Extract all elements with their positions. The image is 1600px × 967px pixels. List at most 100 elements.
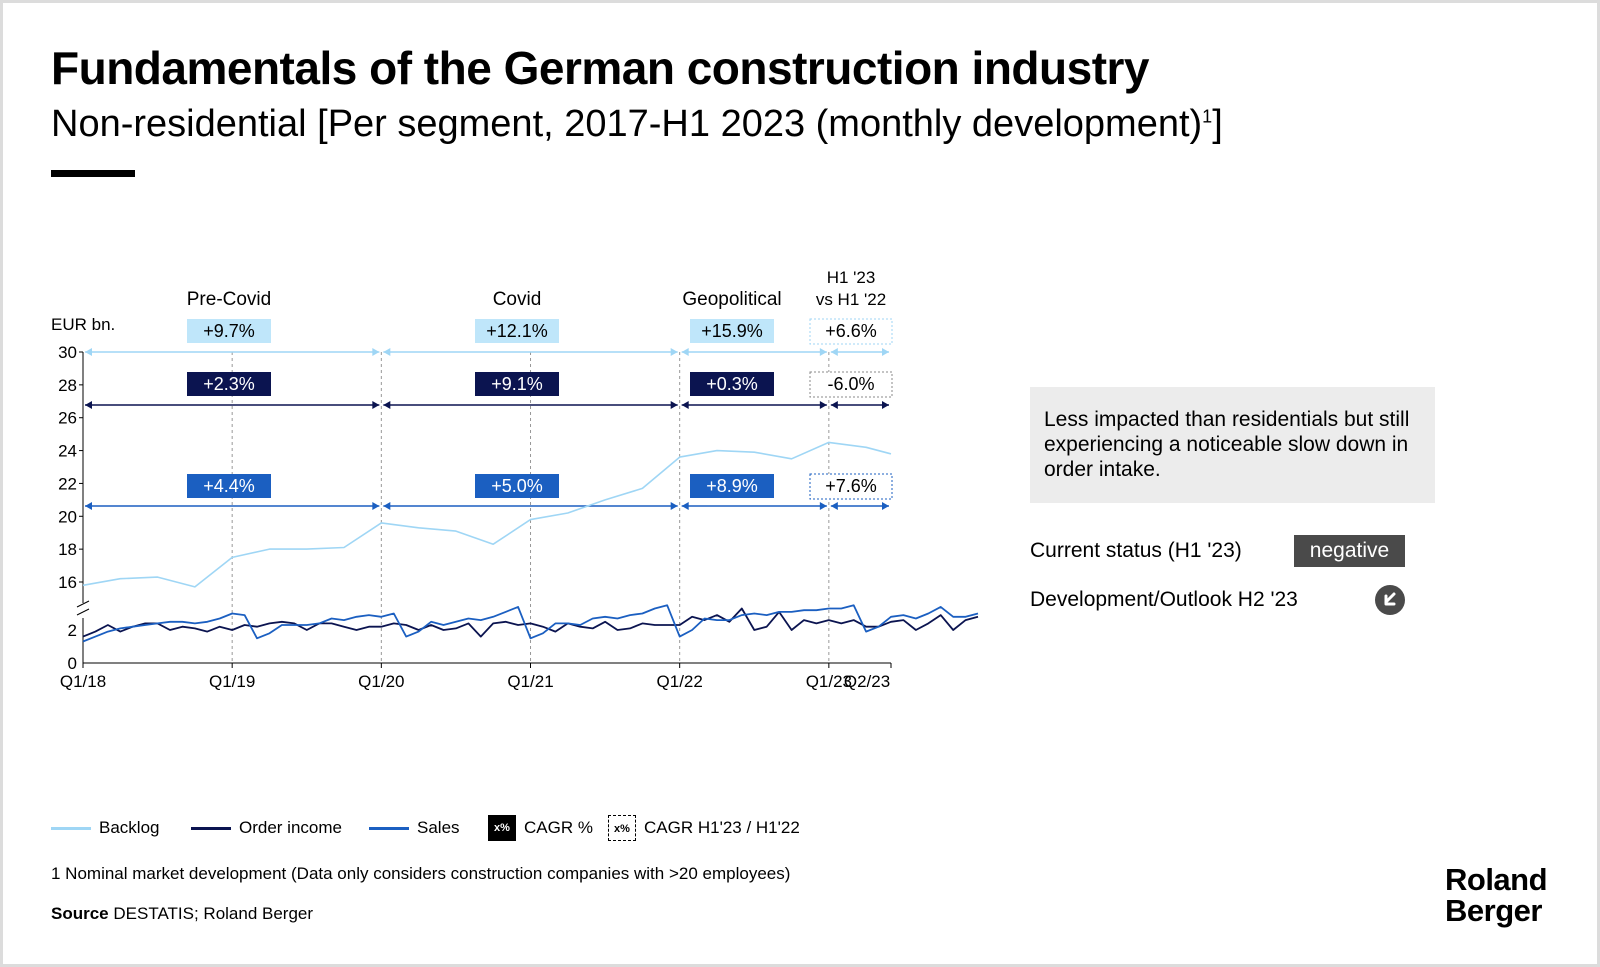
arrow-down-left-icon: [1375, 585, 1405, 615]
x-tick-label: Q1/18: [60, 672, 106, 691]
legend-swatch: [191, 826, 231, 830]
x-tick-label: Q1/23: [806, 672, 852, 691]
cagr-value: +2.3%: [203, 374, 255, 394]
legend-item-order-income: Order income: [191, 813, 342, 843]
cagr-h1-box: [809, 371, 893, 398]
cagr-h1-value: -6.0%: [827, 374, 874, 394]
cagr-box: [187, 319, 271, 343]
y-tick-label: 22: [58, 474, 77, 493]
legend-item-backlog: Backlog: [51, 813, 159, 843]
cagr-box: [690, 474, 774, 498]
subtitle-text: Non-residential [Per segment, 2017-H1 20…: [51, 103, 1203, 145]
y-tick-label: 20: [58, 507, 77, 526]
period-header-h1: vs H1 '22: [816, 290, 886, 309]
y-tick-label: 28: [58, 376, 77, 395]
cagr-arrowhead: [882, 502, 889, 510]
axis-break-mark: [76, 608, 90, 616]
cagr-value: +0.3%: [706, 374, 758, 394]
legend-label: Order income: [239, 818, 342, 837]
cagr-arrowhead: [681, 348, 689, 356]
cagr-arrowhead: [85, 401, 92, 409]
cagr-box: [475, 319, 559, 343]
cagr-box: [475, 372, 559, 396]
legend-label: CAGR H1'23 / H1'22: [644, 818, 800, 837]
callout-box: Less impacted than residentials but stil…: [1030, 387, 1435, 503]
cagr-h1-box: [809, 318, 893, 345]
status-badge: negative: [1294, 535, 1405, 567]
cagr-arrowhead: [819, 348, 827, 356]
cagr-arrowhead: [681, 401, 689, 409]
slide: Fundamentals of the German construction …: [3, 3, 1597, 964]
source-label: Source: [51, 904, 109, 923]
cagr-value: +4.4%: [203, 476, 255, 496]
outlook-label: Development/Outlook H2 '23: [1030, 588, 1298, 611]
legend-swatch: [51, 826, 91, 830]
cagr-arrowhead: [670, 348, 678, 356]
cagr-arrowhead: [830, 348, 838, 356]
subtitle-footnote-marker: 1: [1202, 106, 1213, 127]
cagr-arrowhead: [882, 401, 889, 409]
cagr-arrowhead: [670, 502, 678, 510]
x-tick-label: Q1/20: [358, 672, 404, 691]
cagr-value: +8.9%: [706, 476, 758, 496]
series-line-sales: [82, 604, 979, 643]
x-tick-label: Q1/19: [209, 672, 255, 691]
cagr-box: [187, 372, 271, 396]
cagr-arrowhead: [383, 502, 391, 510]
cagr-h1-box: [809, 473, 893, 500]
legend-cagr-h1-box: x%: [608, 815, 636, 841]
page-subtitle: Non-residential [Per segment, 2017-H1 20…: [51, 103, 1223, 146]
title-rule: [51, 170, 135, 177]
y-tick-label: 26: [58, 409, 77, 428]
cagr-value: +9.7%: [203, 321, 255, 341]
legend-item-sales: Sales: [369, 813, 460, 843]
series-line-order-income: [82, 607, 979, 638]
cagr-arrowhead: [830, 401, 838, 409]
axis-break-mark: [76, 600, 90, 608]
cagr-value: +5.0%: [491, 476, 543, 496]
cagr-arrowhead: [85, 348, 92, 356]
cagr-arrowhead: [681, 502, 689, 510]
x-tick-label: Q2/23: [844, 672, 890, 691]
cagr-arrowhead: [819, 401, 827, 409]
source-text: DESTATIS; Roland Berger: [113, 904, 314, 923]
cagr-h1-value: +6.6%: [825, 321, 877, 341]
x-tick-label: Q1/21: [507, 672, 553, 691]
footnote: 1 Nominal market development (Data only …: [51, 864, 791, 883]
cagr-arrowhead: [383, 401, 391, 409]
cagr-arrowhead: [882, 348, 889, 356]
legend-label: Backlog: [99, 818, 160, 837]
cagr-value: +12.1%: [486, 321, 548, 341]
source-note: Source DESTATIS; Roland Berger: [51, 904, 313, 924]
cagr-arrowhead: [383, 348, 391, 356]
cagr-value: +15.9%: [701, 321, 763, 341]
cagr-arrowhead: [85, 502, 92, 510]
roland-berger-logo: Roland Berger: [1445, 864, 1548, 928]
x-tick-label: Q1/22: [657, 672, 703, 691]
legend-swatch: [369, 826, 409, 830]
logo-line2: Berger: [1445, 893, 1542, 928]
legend-item-cagr-h1: x% CAGR H1'23 / H1'22: [608, 813, 800, 843]
y-tick-label: 30: [58, 343, 77, 362]
cagr-box: [475, 474, 559, 498]
legend-cagr-box: x%: [488, 815, 516, 841]
cagr-arrowhead: [372, 401, 380, 409]
cagr-value: +9.1%: [491, 374, 543, 394]
page-title: Fundamentals of the German construction …: [51, 42, 1150, 94]
y-tick-label: 24: [58, 442, 77, 461]
cagr-arrowhead: [372, 502, 380, 510]
cagr-box: [187, 474, 271, 498]
cagr-box: [690, 372, 774, 396]
legend-item-cagr: x% CAGR %: [488, 813, 593, 843]
period-header: Covid: [493, 289, 542, 310]
cagr-h1-value: +7.6%: [825, 476, 877, 496]
y-tick-label: 16: [58, 573, 77, 592]
y-axis-unit: EUR bn.: [51, 315, 115, 334]
y-tick-label: 2: [68, 621, 77, 640]
period-header: Pre-Covid: [187, 289, 271, 310]
current-status-label: Current status (H1 '23): [1030, 539, 1242, 562]
y-tick-label: 18: [58, 540, 77, 559]
subtitle-close: ]: [1212, 103, 1223, 145]
cagr-arrowhead: [670, 401, 678, 409]
